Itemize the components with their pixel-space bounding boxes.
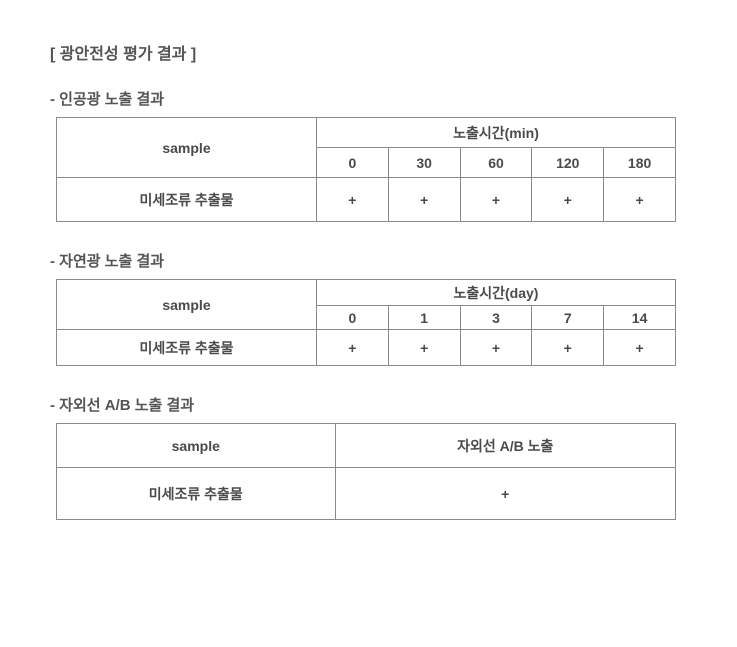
col-header-time: 노출시간(min) xyxy=(316,118,675,148)
col-header-sample: sample xyxy=(57,424,336,468)
time-tick: 14 xyxy=(604,306,676,330)
table-uv-ab: sample 자외선 A/B 노출 미세조류 추출물 + xyxy=(56,423,676,520)
col-header-value: 자외선 A/B 노출 xyxy=(335,424,675,468)
table-row: 미세조류 추출물 + + + + + xyxy=(57,330,676,366)
time-tick: 0 xyxy=(316,306,388,330)
col-header-sample: sample xyxy=(57,118,317,178)
cell-value: + xyxy=(604,330,676,366)
time-tick: 180 xyxy=(604,148,676,178)
section-artificial-light: - 인공광 노출 결과 sample 노출시간(min) 0 30 60 120… xyxy=(50,88,687,222)
section-title: - 자외선 A/B 노출 결과 xyxy=(50,394,687,415)
cell-value: + xyxy=(532,330,604,366)
row-label: 미세조류 추출물 xyxy=(57,330,317,366)
cell-value: + xyxy=(388,330,460,366)
cell-value: + xyxy=(460,178,532,222)
section-title: - 자연광 노출 결과 xyxy=(50,250,687,271)
row-label: 미세조류 추출물 xyxy=(57,468,336,520)
cell-value: + xyxy=(604,178,676,222)
cell-value: + xyxy=(335,468,675,520)
time-tick: 120 xyxy=(532,148,604,178)
table-natural-light: sample 노출시간(day) 0 1 3 7 14 미세조류 추출물 + +… xyxy=(56,279,676,366)
table-artificial-light: sample 노출시간(min) 0 30 60 120 180 미세조류 추출… xyxy=(56,117,676,222)
cell-value: + xyxy=(388,178,460,222)
col-header-time: 노출시간(day) xyxy=(316,280,675,306)
time-tick: 7 xyxy=(532,306,604,330)
section-natural-light: - 자연광 노출 결과 sample 노출시간(day) 0 1 3 7 14 … xyxy=(50,250,687,366)
cell-value: + xyxy=(532,178,604,222)
cell-value: + xyxy=(316,330,388,366)
row-label: 미세조류 추출물 xyxy=(57,178,317,222)
time-tick: 0 xyxy=(316,148,388,178)
section-uv-ab: - 자외선 A/B 노출 결과 sample 자외선 A/B 노출 미세조류 추… xyxy=(50,394,687,520)
cell-value: + xyxy=(316,178,388,222)
table-row: 미세조류 추출물 + xyxy=(57,468,676,520)
table-row: 미세조류 추출물 + + + + + xyxy=(57,178,676,222)
section-title: - 인공광 노출 결과 xyxy=(50,88,687,109)
time-tick: 1 xyxy=(388,306,460,330)
main-title: [ 광안전성 평가 결과 ] xyxy=(50,40,687,64)
col-header-sample: sample xyxy=(57,280,317,330)
time-tick: 60 xyxy=(460,148,532,178)
time-tick: 30 xyxy=(388,148,460,178)
cell-value: + xyxy=(460,330,532,366)
time-tick: 3 xyxy=(460,306,532,330)
